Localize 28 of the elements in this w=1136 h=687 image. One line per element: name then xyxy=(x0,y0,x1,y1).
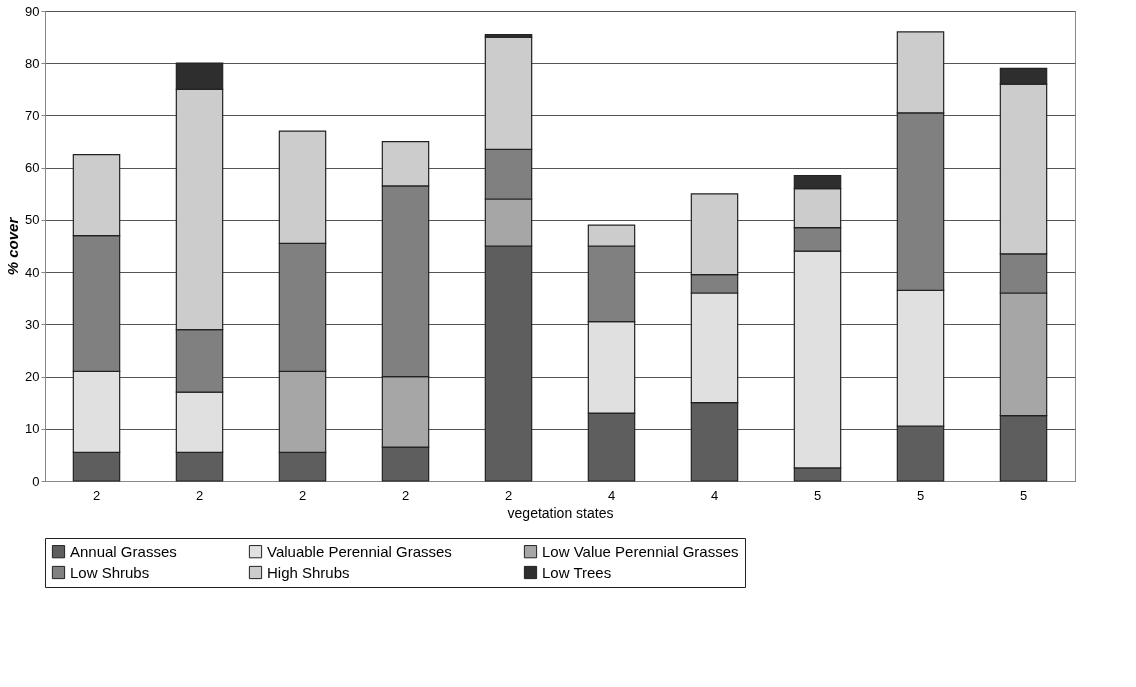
y-tick-label: 90 xyxy=(25,3,40,19)
y-tick-label: 80 xyxy=(25,55,40,71)
x-tick-label: 2 xyxy=(504,487,513,503)
y-tick-label: 40 xyxy=(25,264,40,280)
x-tick-label: 5 xyxy=(916,487,925,503)
legend-label: Annual Grasses xyxy=(70,542,177,560)
x-tick-label: 2 xyxy=(401,487,410,503)
y-tick-label: 20 xyxy=(25,369,40,385)
y-tick-label: 30 xyxy=(25,316,40,332)
x-tick-label: 4 xyxy=(710,487,719,503)
x-tick-label: 2 xyxy=(92,487,101,503)
y-tick-label: 60 xyxy=(25,160,40,176)
legend-label: Low Trees xyxy=(542,563,612,581)
y-tick-label: 50 xyxy=(25,212,40,228)
x-tick-label: 2 xyxy=(298,487,307,503)
x-tick-label: 2 xyxy=(195,487,204,503)
y-tick-label: 0 xyxy=(32,473,40,489)
legend-label: High Shrubs xyxy=(267,563,350,581)
x-tick-label: 4 xyxy=(607,487,616,503)
y-axis-title: % cover xyxy=(4,216,22,276)
legend-label: Low Value Perennial Grasses xyxy=(542,542,739,560)
legend-label: Valuable Perennial Grasses xyxy=(267,542,452,560)
y-tick-label: 70 xyxy=(25,107,40,123)
y-tick-label: 10 xyxy=(25,421,40,437)
x-tick-label: 5 xyxy=(813,487,822,503)
x-tick-label: 5 xyxy=(1019,487,1028,503)
legend-label: Low Shrubs xyxy=(70,563,150,581)
x-axis-title: vegetation states xyxy=(507,504,614,521)
